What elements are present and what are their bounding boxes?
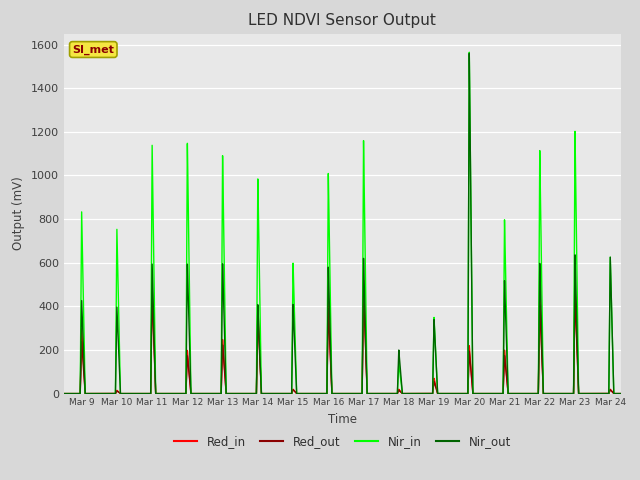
Title: LED NDVI Sensor Output: LED NDVI Sensor Output xyxy=(248,13,436,28)
Legend: Red_in, Red_out, Nir_in, Nir_out: Red_in, Red_out, Nir_in, Nir_out xyxy=(169,430,516,453)
X-axis label: Time: Time xyxy=(328,413,357,426)
Y-axis label: Output (mV): Output (mV) xyxy=(12,177,26,251)
Text: SI_met: SI_met xyxy=(72,44,114,55)
